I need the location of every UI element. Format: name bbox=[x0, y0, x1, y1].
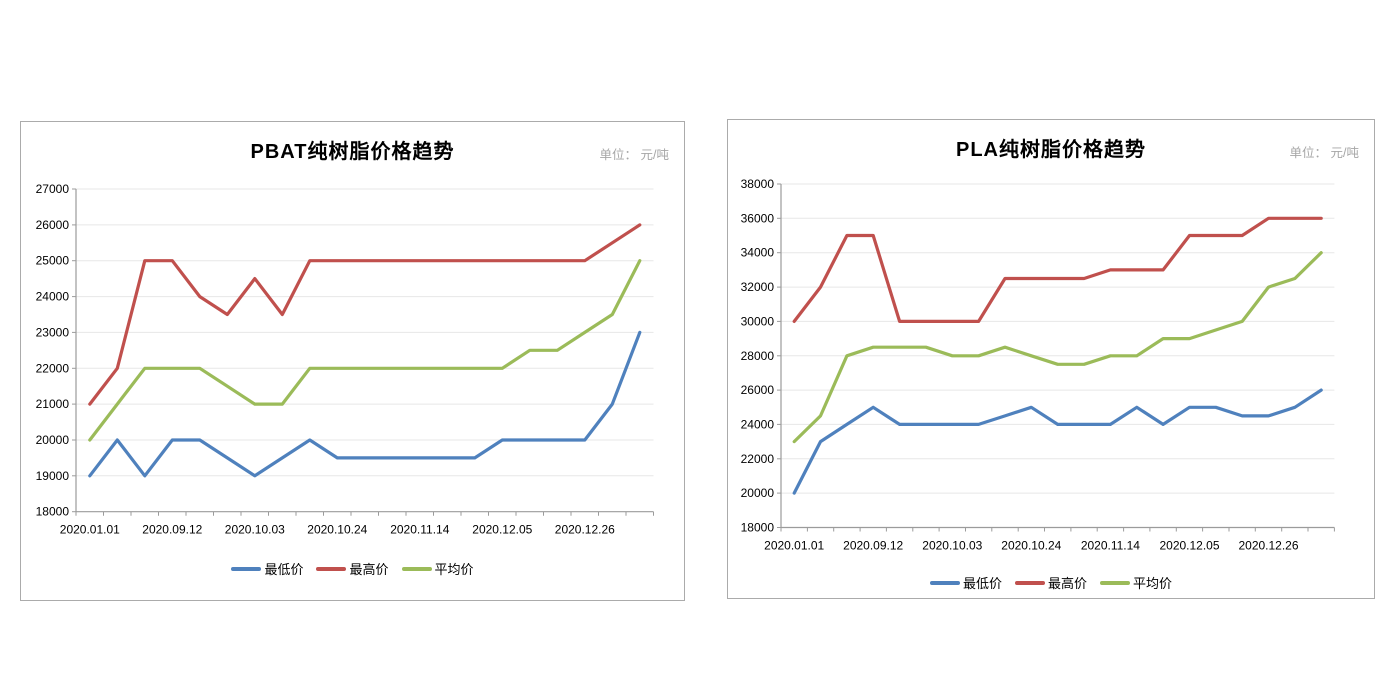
chart-title: PBAT纯树脂价格趋势 bbox=[250, 141, 455, 163]
svg-text:24000: 24000 bbox=[741, 417, 775, 431]
svg-text:34000: 34000 bbox=[741, 246, 775, 260]
svg-text:18000: 18000 bbox=[741, 521, 775, 535]
series-line-0 bbox=[792, 388, 1323, 495]
svg-text:20000: 20000 bbox=[741, 486, 775, 500]
legend-swatch bbox=[231, 566, 262, 571]
svg-text:26000: 26000 bbox=[36, 218, 70, 232]
series-line-1 bbox=[88, 223, 642, 406]
legend-swatch bbox=[1014, 580, 1045, 585]
svg-text:28000: 28000 bbox=[741, 349, 775, 363]
legend-item: 最高价 bbox=[316, 559, 389, 578]
svg-text:2020.11.14: 2020.11.14 bbox=[390, 523, 449, 537]
svg-text:23000: 23000 bbox=[36, 325, 70, 339]
legend-item: 平均价 bbox=[401, 559, 474, 578]
svg-text:18000: 18000 bbox=[36, 505, 70, 519]
y-axis-labels: 18000 19000 20000 21000 22000 23000 24000 25000… bbox=[36, 182, 76, 519]
svg-text:25000: 25000 bbox=[36, 254, 70, 268]
series-line-2 bbox=[792, 251, 1323, 444]
plot-area: 18000 20000 22000 24000 26000 28000 30000 32000… bbox=[741, 177, 1335, 553]
svg-text:19000: 19000 bbox=[36, 469, 70, 483]
legend-label: 最低价 bbox=[962, 576, 1002, 591]
svg-text:21000: 21000 bbox=[36, 397, 70, 411]
legend-label: 最高价 bbox=[1047, 576, 1087, 591]
svg-text:36000: 36000 bbox=[741, 211, 775, 225]
legend-label: 平均价 bbox=[1133, 576, 1173, 591]
svg-text:2020.10.24: 2020.10.24 bbox=[307, 523, 367, 537]
legend-swatch bbox=[316, 566, 347, 571]
svg-text:30000: 30000 bbox=[741, 314, 775, 328]
svg-text:2020.12.05: 2020.12.05 bbox=[472, 523, 532, 537]
svg-text:22000: 22000 bbox=[36, 361, 70, 375]
svg-text:2020.11.14: 2020.11.14 bbox=[1081, 539, 1140, 553]
series-line-0 bbox=[88, 330, 642, 478]
x-axis-labels: 2020.01.01 2020.09.12 2020.10.03 2020.10.24… bbox=[764, 539, 1299, 553]
legend-label: 最低价 bbox=[264, 562, 304, 577]
x-axis-ticks bbox=[75, 511, 654, 516]
legend-item: 最低价 bbox=[231, 559, 303, 578]
legend-swatch bbox=[1100, 580, 1130, 585]
svg-text:24000: 24000 bbox=[36, 290, 70, 304]
legend-item: 最低价 bbox=[929, 573, 1002, 592]
legend-item: 平均价 bbox=[1100, 573, 1172, 592]
svg-text:22000: 22000 bbox=[741, 452, 775, 466]
svg-text:38000: 38000 bbox=[741, 177, 775, 191]
y-gridlines bbox=[781, 183, 1335, 494]
legend: 最低价 最高价 平均价 bbox=[21, 559, 684, 578]
svg-text:2020.12.26: 2020.12.26 bbox=[1238, 539, 1298, 553]
pla-chart-panel: PLA纯树脂价格趋势 单位： 元/吨 18000 20000 22000 24000 2… bbox=[727, 119, 1375, 599]
chart-title: PLA纯树脂价格趋势 bbox=[956, 139, 1146, 161]
series-line-1 bbox=[792, 216, 1323, 323]
legend-label: 平均价 bbox=[434, 562, 474, 577]
pbat-chart-panel: PBAT纯树脂价格趋势 单位： 元/吨 18000 19000 20000 21000… bbox=[20, 121, 685, 601]
legend-swatch bbox=[401, 566, 432, 571]
axes bbox=[75, 189, 654, 513]
svg-text:2020.09.12: 2020.09.12 bbox=[142, 523, 202, 537]
x-axis-ticks bbox=[780, 527, 1335, 532]
svg-text:27000: 27000 bbox=[36, 182, 70, 196]
legend-label: 最高价 bbox=[349, 562, 389, 577]
svg-text:2020.10.24: 2020.10.24 bbox=[1001, 539, 1061, 553]
svg-text:2020.01.01: 2020.01.01 bbox=[60, 523, 120, 537]
svg-text:2020.12.26: 2020.12.26 bbox=[555, 523, 615, 537]
unit-label: 单位： 元/吨 bbox=[599, 148, 669, 162]
y-axis-labels: 18000 20000 22000 24000 26000 28000 30000 32000… bbox=[741, 177, 781, 535]
legend-item: 最高价 bbox=[1014, 573, 1087, 592]
legend: 最低价 最高价 平均价 bbox=[728, 573, 1374, 592]
x-axis-labels: 2020.01.01 2020.09.12 2020.10.03 2020.10.24… bbox=[60, 523, 615, 537]
y-gridlines bbox=[76, 188, 654, 477]
series-line-2 bbox=[88, 259, 642, 442]
svg-text:2020.09.12: 2020.09.12 bbox=[843, 539, 903, 553]
plot-area: 18000 19000 20000 21000 22000 23000 24000 25000… bbox=[36, 182, 654, 537]
svg-text:20000: 20000 bbox=[36, 433, 70, 447]
svg-text:2020.01.01: 2020.01.01 bbox=[764, 539, 824, 553]
svg-text:2020.10.03: 2020.10.03 bbox=[922, 539, 982, 553]
unit-label: 单位： 元/吨 bbox=[1289, 146, 1359, 160]
svg-text:32000: 32000 bbox=[741, 280, 775, 294]
svg-text:2020.12.05: 2020.12.05 bbox=[1159, 539, 1219, 553]
svg-text:2020.10.03: 2020.10.03 bbox=[225, 523, 285, 537]
legend-swatch bbox=[929, 580, 960, 585]
svg-text:26000: 26000 bbox=[741, 383, 775, 397]
axes bbox=[780, 184, 1335, 529]
